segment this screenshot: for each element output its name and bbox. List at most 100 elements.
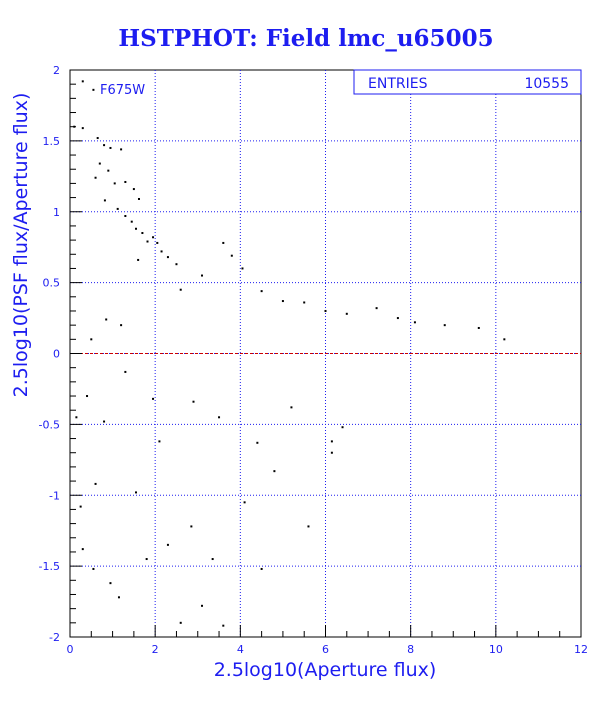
data-point [81, 127, 84, 130]
data-point [103, 420, 106, 423]
data-point [290, 406, 293, 409]
data-point [146, 240, 149, 243]
y-tick-label: 1.5 [43, 135, 61, 148]
data-point [211, 558, 214, 561]
data-point [135, 491, 138, 494]
y-tick-label: -2 [49, 631, 60, 644]
y-tick-label: -1 [49, 489, 60, 502]
filter-annotation: F675W [100, 83, 145, 98]
data-point [241, 267, 244, 270]
data-point [156, 241, 159, 244]
data-point [86, 395, 89, 398]
data-point [137, 258, 140, 261]
x-tick-label: 6 [322, 643, 329, 656]
stats-box: ENTRIES 10555 [353, 69, 582, 95]
y-tick-label: 0 [53, 348, 60, 361]
x-axis-label: 2.5log10(Aperture flux) [214, 659, 437, 681]
data-point [103, 199, 106, 202]
y-tick-label: -1.5 [39, 560, 60, 573]
y-tick-label: 2 [53, 64, 60, 77]
x-tick-label: 10 [489, 643, 503, 656]
data-point [341, 426, 344, 429]
data-point [218, 416, 221, 419]
data-point [201, 604, 204, 607]
y-axis-label: 2.5log10(PSF flux/Aperture flux) [10, 93, 32, 398]
data-point [120, 324, 123, 327]
data-point [124, 180, 127, 183]
data-point [230, 254, 233, 257]
data-point [330, 451, 333, 454]
data-point [145, 558, 148, 561]
data-point [443, 324, 446, 327]
data-point [124, 370, 127, 373]
data-point [135, 227, 138, 230]
data-point [192, 400, 195, 403]
data-point [116, 207, 119, 210]
data-point [166, 256, 169, 259]
data-point [92, 88, 95, 91]
data-point [303, 301, 306, 304]
data-point [98, 162, 101, 165]
data-point [222, 624, 225, 627]
data-point [109, 582, 112, 585]
x-tick-label: 2 [152, 643, 159, 656]
chart-title: HSTPHOT: Field lmc_u65005 [118, 25, 493, 52]
data-point [201, 274, 204, 277]
data-point [141, 232, 144, 235]
stats-entries-value: 10555 [524, 76, 569, 92]
y-tick-label: 0.5 [43, 277, 61, 290]
data-point [477, 326, 480, 329]
data-point [75, 416, 78, 419]
data-point [92, 567, 95, 570]
data-point [260, 567, 263, 570]
data-point [113, 182, 116, 185]
data-point [120, 148, 123, 151]
data-point [273, 470, 276, 473]
data-point [130, 220, 133, 223]
data-point [175, 263, 178, 266]
data-point [79, 505, 82, 508]
stats-entries-label: ENTRIES [368, 76, 428, 92]
data-point [160, 250, 163, 253]
data-point [105, 318, 108, 321]
y-tick-label: 1 [53, 206, 60, 219]
data-point [345, 312, 348, 315]
data-point [94, 176, 97, 179]
data-point [94, 482, 97, 485]
data-point [281, 300, 284, 303]
x-tick-label: 8 [407, 643, 414, 656]
axis-ticks: 0 2 4 6 8 10 12 -2 -1.5 -1 -0.5 0 0.5 1 1.5 2 [39, 64, 588, 656]
data-point [256, 441, 259, 444]
data-point [324, 309, 327, 312]
data-point [503, 338, 506, 341]
data-point [107, 169, 110, 172]
data-point [413, 321, 416, 324]
data-point [137, 197, 140, 200]
data-point [307, 525, 310, 528]
data-point [179, 288, 182, 291]
data-point [330, 440, 333, 443]
data-points [73, 80, 506, 627]
data-point [117, 596, 120, 599]
data-point [260, 290, 263, 293]
data-point [152, 397, 155, 400]
data-point [375, 307, 378, 310]
data-point [103, 144, 106, 147]
data-point [96, 137, 99, 140]
data-point [222, 241, 225, 244]
data-point [90, 338, 93, 341]
data-point [190, 525, 193, 528]
data-point [124, 215, 127, 218]
x-tick-label: 0 [67, 643, 74, 656]
data-point [132, 188, 135, 191]
x-tick-label: 4 [237, 643, 244, 656]
data-point [152, 236, 155, 239]
data-point [396, 317, 399, 320]
data-point [81, 80, 84, 83]
data-point [166, 543, 169, 546]
data-point [243, 501, 246, 504]
data-point [179, 621, 182, 624]
data-point [81, 548, 84, 551]
y-tick-label: -0.5 [39, 418, 60, 431]
